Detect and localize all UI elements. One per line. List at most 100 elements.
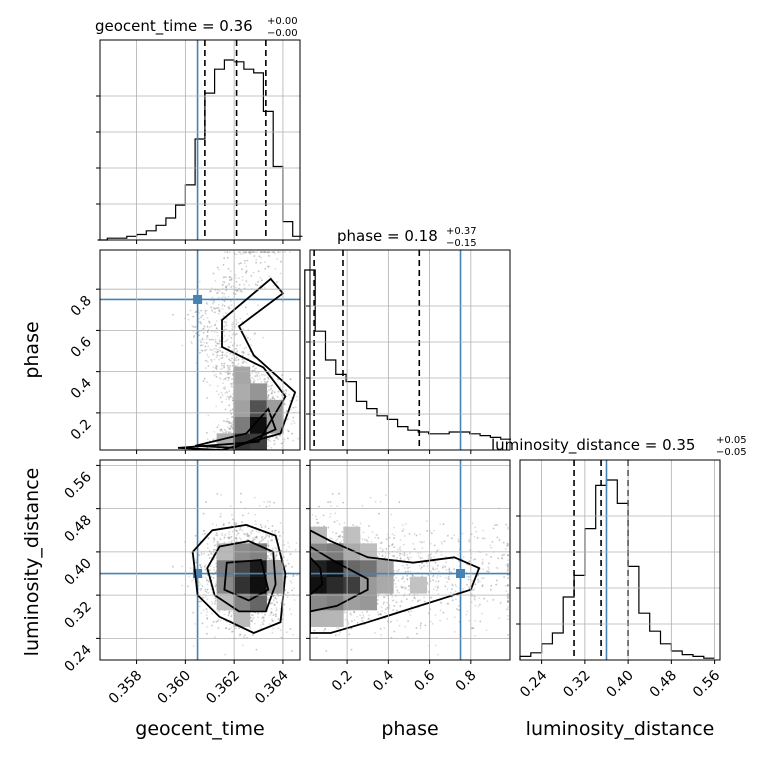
sample-point (208, 322, 211, 324)
sample-point (240, 364, 243, 367)
sample-point (222, 382, 224, 385)
sample-point (227, 372, 229, 374)
sample-point (219, 378, 222, 380)
sample-point (225, 355, 228, 358)
sample-point (268, 437, 271, 440)
sample-point (292, 573, 295, 576)
sample-point (231, 399, 234, 402)
sample-point (219, 340, 221, 343)
sample-point (242, 351, 245, 354)
sample-point (255, 536, 257, 539)
sample-point (221, 394, 224, 397)
sample-point (261, 621, 264, 624)
sample-point (216, 541, 219, 543)
sample-point (210, 552, 213, 555)
sample-point (228, 612, 231, 615)
sample-point (230, 276, 233, 279)
sample-point (241, 514, 244, 517)
sample-point (277, 251, 279, 254)
sample-point (223, 335, 226, 337)
sample-point (260, 627, 263, 630)
sample-point (268, 385, 270, 388)
sample-point (204, 367, 207, 370)
sample-point (234, 289, 237, 292)
sample-point (296, 574, 299, 576)
sample-point (204, 533, 206, 535)
sample-point (267, 251, 270, 254)
sample-point (258, 540, 261, 543)
sample-point (199, 564, 202, 567)
sample-point (213, 347, 216, 350)
sample-point (230, 385, 233, 387)
sample-point (209, 348, 212, 351)
sample-point (235, 522, 238, 525)
sample-point (260, 256, 262, 259)
sample-point (203, 326, 206, 329)
sample-point (215, 344, 217, 347)
sample-point (257, 280, 259, 283)
sample-point (284, 565, 286, 568)
sample-point (268, 557, 271, 560)
sample-point (287, 417, 289, 420)
sample-point (217, 296, 220, 299)
sample-point (200, 553, 203, 556)
sample-point (217, 424, 220, 426)
sample-point (238, 627, 240, 630)
sample-point (206, 331, 209, 334)
sample-point (253, 251, 255, 254)
sample-point (219, 357, 222, 360)
sample-point (200, 600, 203, 603)
sample-point (214, 324, 216, 327)
sample-point (235, 318, 237, 321)
sample-point (271, 525, 274, 527)
sample-point (260, 539, 263, 542)
sample-point (227, 420, 230, 423)
sample-point (225, 321, 228, 323)
sample-point (239, 289, 242, 292)
sample-point (275, 435, 277, 438)
sample-point (228, 366, 231, 369)
sample-point (252, 251, 255, 254)
sample-point (241, 358, 244, 361)
sample-point (224, 653, 227, 656)
sample-point (235, 280, 238, 283)
sample-point (245, 251, 248, 254)
sample-point (201, 344, 204, 347)
sample-point (211, 624, 213, 627)
sample-point (228, 612, 231, 615)
sample-point (205, 359, 207, 362)
sample-point (201, 314, 204, 317)
sample-point (267, 598, 270, 600)
sample-point (274, 530, 277, 532)
sample-point (291, 432, 293, 435)
sample-point (205, 578, 208, 581)
sample-point (214, 601, 217, 603)
sample-point (285, 389, 287, 391)
sample-point (255, 367, 258, 370)
sample-point (291, 589, 293, 592)
sample-point (235, 347, 238, 350)
sample-point (225, 431, 228, 434)
sample-point (216, 266, 219, 269)
sample-point (271, 251, 273, 254)
sample-point (238, 529, 241, 531)
sample-point (210, 306, 213, 309)
sample-point (248, 252, 251, 255)
sample-point (275, 437, 277, 439)
sample-point (262, 251, 265, 254)
sample-point (253, 538, 256, 541)
sample-point (284, 566, 287, 568)
sample-point (287, 430, 290, 433)
sample-point (227, 372, 229, 374)
sample-point (267, 394, 270, 397)
sample-point (248, 251, 250, 254)
sample-point (210, 359, 213, 361)
sample-point (236, 344, 239, 347)
sample-point (194, 326, 197, 329)
sample-point (228, 540, 231, 543)
sample-point (246, 313, 249, 315)
sample-point (215, 368, 218, 371)
sample-point (253, 255, 256, 257)
sample-point (230, 541, 233, 544)
sample-point (202, 328, 205, 330)
